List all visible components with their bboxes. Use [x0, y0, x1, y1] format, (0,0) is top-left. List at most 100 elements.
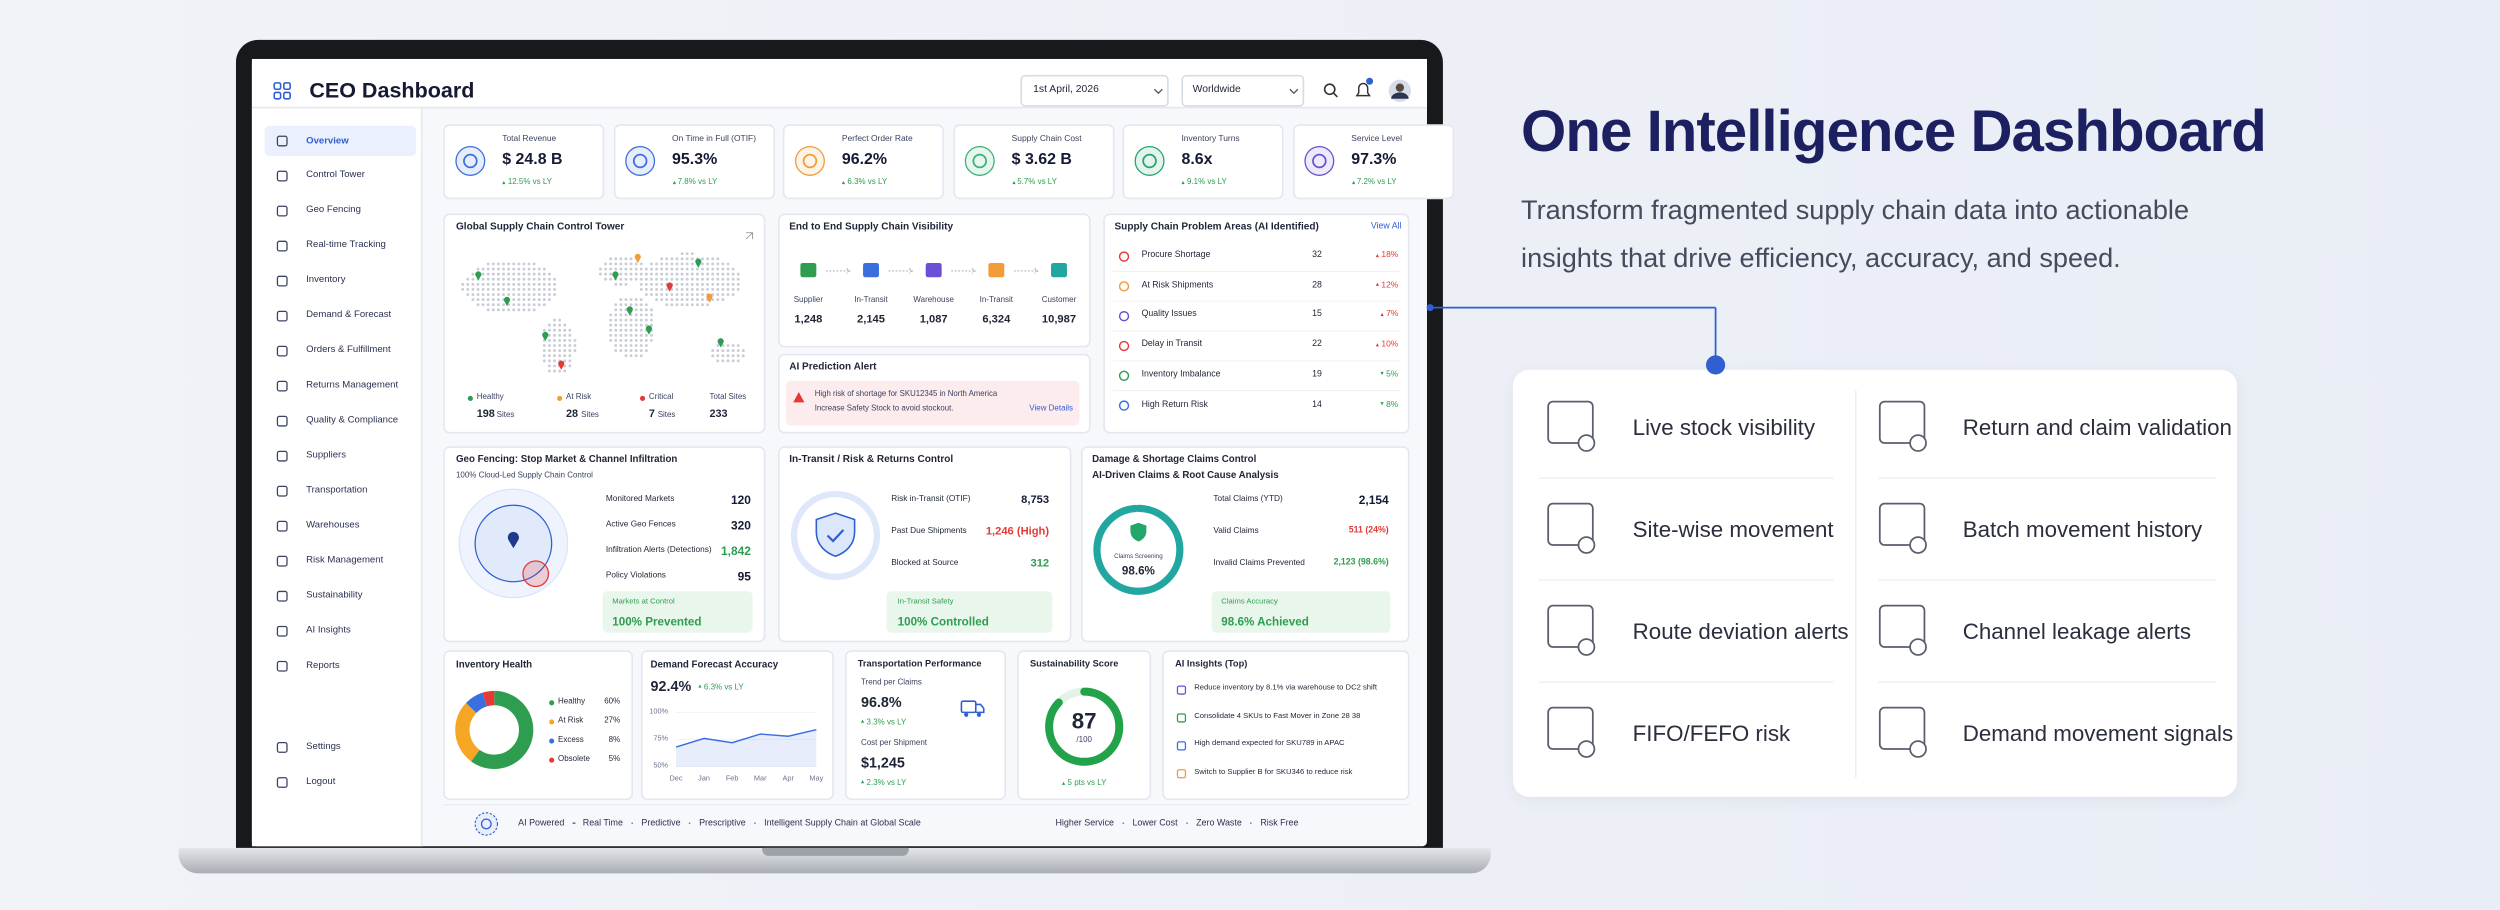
map-dot: [624, 323, 628, 327]
panel-title: Supply Chain Problem Areas (AI Identifie…: [1114, 221, 1319, 233]
region-select-label[interactable]: Worldwide: [1192, 84, 1241, 96]
map-dot: [568, 344, 572, 347]
map-dot: [568, 359, 572, 363]
map-dot: [650, 323, 653, 327]
map-dot: [614, 313, 618, 317]
view-all[interactable]: View All: [1370, 221, 1402, 232]
map-dot: [609, 313, 613, 317]
feature-icon: [1547, 706, 1594, 750]
map-dot: [553, 277, 556, 281]
map-dot: [706, 272, 710, 276]
map-dot: [547, 287, 551, 291]
region-select[interactable]: [1181, 74, 1305, 107]
nav-item[interactable]: Sustainability: [306, 591, 363, 601]
nav-icon: [276, 345, 288, 357]
map-dot: [695, 267, 699, 271]
control-tower-panel: [443, 213, 766, 434]
map-dot: [639, 349, 643, 353]
map-dot: [726, 272, 730, 276]
map-dot: [496, 272, 500, 276]
map-dot: [502, 267, 505, 271]
nav-item[interactable]: AI Insights: [306, 626, 351, 637]
map-dot: [542, 328, 546, 332]
map-dot: [481, 272, 485, 276]
map-dot: [481, 277, 485, 281]
map-dot: [685, 298, 689, 302]
metric-value: $1,245: [860, 754, 905, 771]
nav-item[interactable]: Settings: [306, 742, 341, 753]
nav-item[interactable]: Real-time Tracking: [306, 241, 386, 251]
nav-item[interactable]: Control Tower: [306, 171, 365, 181]
map-dot: [660, 282, 664, 286]
date-select-label[interactable]: 1st April, 2026: [1033, 84, 1099, 96]
map-dot: [629, 262, 633, 266]
nav-item[interactable]: Overview: [306, 136, 349, 146]
map-dot: [614, 328, 618, 332]
map-dot: [558, 369, 562, 373]
map-dot: [731, 272, 735, 276]
nav-item[interactable]: Transportation: [306, 486, 368, 496]
legend-label: Excess: [558, 735, 584, 746]
nav-item[interactable]: Inventory: [306, 276, 346, 286]
map-dot: [624, 349, 628, 353]
map-dot: [706, 287, 710, 291]
map-dot: [655, 282, 659, 286]
map-dot: [537, 272, 541, 276]
nav-item[interactable]: Quality & Compliance: [306, 416, 399, 426]
problem-change: 5%: [1381, 370, 1398, 380]
nav-icon: [276, 625, 288, 637]
legend-dot: [549, 700, 555, 706]
map-dot: [695, 298, 699, 302]
footer-tag: Lower Cost: [1114, 819, 1177, 829]
nav-item[interactable]: Risk Management: [306, 556, 384, 566]
map-dot: [604, 267, 607, 271]
map-dot: [675, 287, 679, 291]
map-dot: [731, 267, 735, 271]
gauge-label: Claims Screening: [1114, 551, 1163, 560]
x-tick-label: Jan: [698, 774, 710, 783]
map-dot: [711, 354, 715, 358]
map-dot: [614, 308, 618, 312]
map-dot: [481, 287, 485, 291]
map-dot: [553, 364, 556, 368]
map-dot: [568, 333, 572, 337]
kpi-card: [952, 124, 1114, 200]
nav-item[interactable]: Reports: [306, 661, 340, 672]
nav-item[interactable]: Demand & Forecast: [306, 311, 392, 321]
nav-item[interactable]: Returns Management: [306, 381, 399, 391]
stage-icon: [988, 262, 1005, 278]
panel-subtitle: AI-Driven Claims & Root Cause Analysis: [1092, 470, 1279, 482]
map-dot: [563, 333, 567, 337]
logo-icon: [283, 82, 291, 91]
map-dot: [609, 333, 613, 337]
date-select[interactable]: [1020, 74, 1169, 107]
map-dot: [624, 267, 628, 271]
map-dot: [706, 267, 710, 271]
nav-item[interactable]: Geo Fencing: [306, 206, 361, 216]
map-dot: [660, 293, 664, 296]
alert-action[interactable]: View Details: [1029, 404, 1074, 414]
nav-item[interactable]: Orders & Fulfillment: [306, 346, 391, 356]
problem-icon: [1118, 311, 1130, 322]
problem-label: Delay in Transit: [1141, 340, 1203, 350]
metric-value: 1,842: [721, 543, 751, 559]
map-dot: [522, 282, 526, 286]
geo-pin: [507, 531, 519, 549]
metric-label: Risk in-Transit (OTIF): [891, 494, 971, 505]
shield-icon: [815, 512, 856, 558]
map-dot: [619, 344, 623, 347]
legend-value: 198: [476, 408, 495, 420]
nav-item[interactable]: Logout: [306, 777, 336, 788]
nav-item[interactable]: Warehouses: [306, 521, 360, 531]
map-dot: [522, 298, 526, 302]
inventory-panel: [443, 650, 633, 801]
map-dot: [634, 313, 638, 317]
expand-icon: [745, 232, 754, 240]
map-dot: [481, 303, 485, 307]
map-dot: [502, 272, 505, 276]
kpi-label: On Time in Full (OTIF): [672, 133, 757, 144]
insight-icon: [1176, 741, 1187, 751]
panel-title: Demand Forecast Accuracy: [650, 659, 779, 671]
nav-item[interactable]: Suppliers: [306, 451, 347, 461]
metric-change: 6.3% vs LY: [698, 683, 744, 692]
